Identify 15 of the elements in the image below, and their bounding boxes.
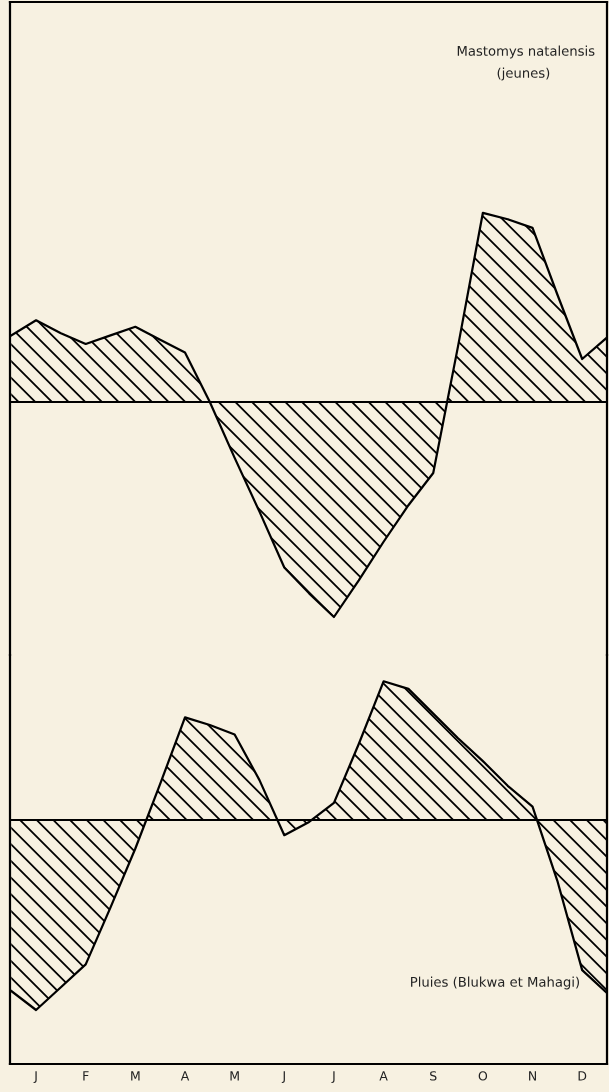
x-tick-label: J [331, 1071, 335, 1083]
x-tick-label: D [578, 1071, 587, 1081]
x-tick-label: F [83, 1071, 89, 1081]
x-tick-label: J [281, 1071, 285, 1083]
x-tick-label: J [33, 1071, 37, 1083]
x-tick-label: A [180, 1071, 190, 1081]
text: Mastomys natalensis [457, 45, 595, 59]
text: (jeunes) [497, 67, 550, 81]
x-tick-label: M [131, 1071, 140, 1081]
annotation: Pluies (Blukwa et Mahagi) [411, 976, 579, 990]
x-tick-label: M [230, 1071, 239, 1081]
x-tick-label: N [529, 1071, 536, 1081]
x-tick-label: S [430, 1071, 437, 1081]
x-tick-label: A [379, 1071, 388, 1081]
x-tick-label: O [478, 1071, 488, 1081]
